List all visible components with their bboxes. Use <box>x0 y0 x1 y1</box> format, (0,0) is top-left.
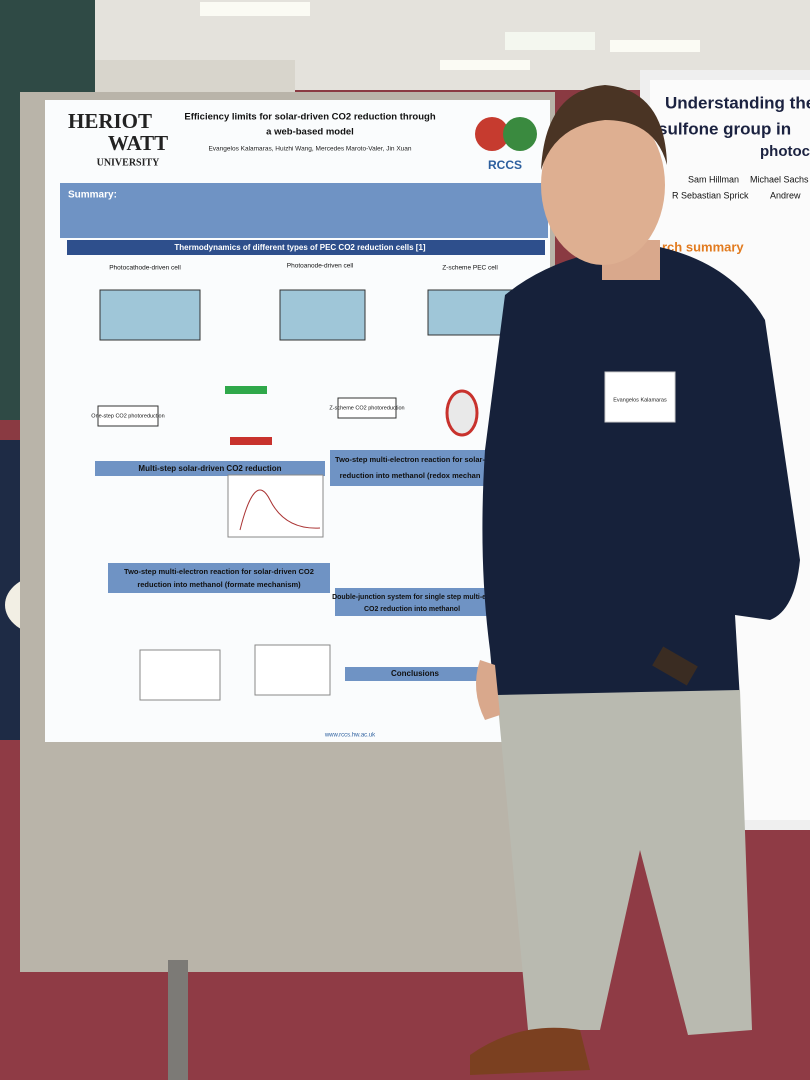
board-leg <box>168 960 188 1080</box>
poster-title: sulfone group in <box>658 119 791 138</box>
plot <box>139 649 221 701</box>
ceiling-light <box>440 60 530 70</box>
hair <box>541 85 667 170</box>
section-header <box>330 450 490 486</box>
section-title: reduction into methanol (redox mechan <box>340 471 481 480</box>
plot <box>227 474 324 538</box>
logo-text: WATT <box>108 131 168 155</box>
watch <box>652 646 698 686</box>
section-header <box>335 588 490 616</box>
poster-authors: Evangelos Kalamaras, Huizhi Wang, Merced… <box>208 146 411 153</box>
cell-diagram <box>427 289 514 336</box>
poster-heading: rch summary <box>662 239 744 254</box>
section-title: reduction into methanol (formate mechani… <box>137 580 301 589</box>
section-header <box>67 240 545 255</box>
centre-logo: RCCS <box>488 158 522 172</box>
poster-title: photocat <box>760 143 810 160</box>
ceiling-light <box>610 40 700 52</box>
poster-title: a web-based model <box>266 127 354 138</box>
logo-text: UNIVERSITY <box>97 157 161 168</box>
section-title: Two-step multi-electron reaction for sol… <box>124 567 314 576</box>
section-title: Double-junction system for single step m… <box>332 594 492 601</box>
ceiling-light <box>505 32 595 50</box>
name-badge <box>604 371 676 423</box>
poster-author: R Sebastian Sprick <box>672 190 749 200</box>
box-label: Z-scheme CO2 photoreduction <box>329 405 404 411</box>
section-title: Conclusions <box>391 669 440 678</box>
poster-title: Efficiency limits for solar-driven CO2 r… <box>184 112 435 123</box>
plot-curve <box>239 489 321 531</box>
plot <box>254 644 331 696</box>
summary-box <box>60 183 548 238</box>
cell-diagram <box>99 289 201 341</box>
poster-title: Understanding the <box>665 93 810 112</box>
box-label: One-step CO2 photoreduction <box>91 413 164 419</box>
label-box <box>337 397 397 419</box>
trousers <box>497 690 752 1035</box>
logo-drop <box>475 117 509 151</box>
poster-author: Michael Sachs <box>750 174 809 184</box>
band-bar <box>225 386 267 394</box>
shoe <box>470 1027 590 1075</box>
summary-label: Summary: <box>68 190 117 201</box>
poster-url: www.rccs.hw.ac.uk <box>324 733 376 739</box>
poster-author: Andrew <box>770 190 801 200</box>
hand <box>476 660 500 720</box>
band-bar <box>230 437 272 445</box>
logo-drop <box>503 117 537 151</box>
cell-label: Photocathode-driven cell <box>109 265 181 272</box>
section-title: Two-step multi-electron reaction for sol… <box>335 455 485 464</box>
badge-name: Evangelos Kalamaras <box>613 397 667 403</box>
section-header <box>108 563 330 593</box>
section-title: Multi-step solar-driven CO2 reduction <box>138 464 281 473</box>
label-box <box>97 405 159 427</box>
face <box>541 105 665 265</box>
poster-author: Sam Hillman <box>688 174 739 184</box>
logo-text: HERIOT <box>68 109 152 133</box>
cell-label: Z-scheme PEC cell <box>442 265 498 272</box>
section-title: Thermodynamics of different types of PEC… <box>174 243 425 252</box>
section-header <box>95 461 325 476</box>
section-header <box>345 667 485 681</box>
section-title: CO2 reduction into methanol <box>364 606 460 613</box>
cell-label: Photoanode-driven cell <box>287 263 354 270</box>
cell-diagram <box>279 289 366 341</box>
shirt <box>482 245 800 705</box>
z-scheme-icon <box>445 389 479 437</box>
ceiling-light <box>200 2 310 16</box>
